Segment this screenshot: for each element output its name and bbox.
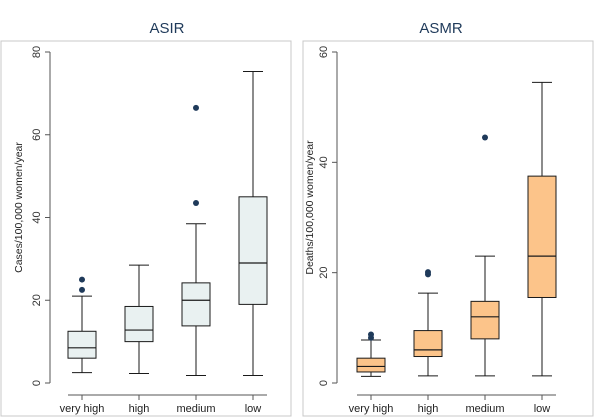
x-tick-label: low — [534, 403, 551, 415]
y-tick-label: 0 — [31, 380, 43, 386]
box-iqr — [413, 330, 443, 358]
box-iqr — [181, 282, 211, 327]
outlier-point — [79, 286, 85, 293]
y-tick-label: 80 — [31, 46, 43, 58]
x-tick-label: medium — [465, 403, 504, 415]
chart-title-asir: ASIR — [149, 20, 185, 37]
box-iqr — [527, 175, 557, 298]
y-tick-label: 40 — [31, 211, 43, 223]
chart-title-asmr: ASMR — [419, 20, 463, 37]
panel-frame-asir — [0, 40, 292, 417]
x-tick-label: high — [418, 403, 439, 415]
box-iqr — [356, 357, 386, 373]
outlier-point — [193, 200, 199, 207]
x-tick-label: very high — [60, 403, 105, 415]
y-tick-label: 40 — [318, 156, 330, 168]
panel-asmr: 0 20 40 60 Deaths/100,000 women/year very hig… — [304, 46, 557, 415]
box-iqr — [470, 300, 500, 340]
x-tick-label: medium — [176, 403, 215, 415]
box-iqr — [238, 196, 268, 305]
outlier-point — [368, 331, 374, 338]
y-tick-label: 60 — [318, 46, 330, 58]
x-tick-label: high — [129, 403, 150, 415]
box-iqr — [67, 330, 97, 359]
box-iqr — [124, 305, 154, 343]
y-tick-label: 20 — [318, 267, 330, 279]
x-tick-label: very high — [349, 403, 394, 415]
y-tick-label: 20 — [31, 294, 43, 306]
outlier-point — [482, 134, 488, 141]
panel-frame-asmr — [302, 40, 594, 417]
outlier-point — [425, 269, 431, 276]
x-tick-label: low — [245, 403, 262, 415]
y-tick-label: 60 — [31, 129, 43, 141]
y-axis-title: Deaths/100,000 women/year — [304, 140, 316, 275]
y-axis-title: Cases/100,000 women/year — [13, 142, 25, 273]
outlier-point — [193, 104, 199, 111]
outlier-point — [79, 276, 85, 283]
y-tick-label: 0 — [318, 380, 330, 386]
panel-asir: 0 20 40 60 80 Cases/100,000 women/year very hi… — [13, 46, 268, 415]
